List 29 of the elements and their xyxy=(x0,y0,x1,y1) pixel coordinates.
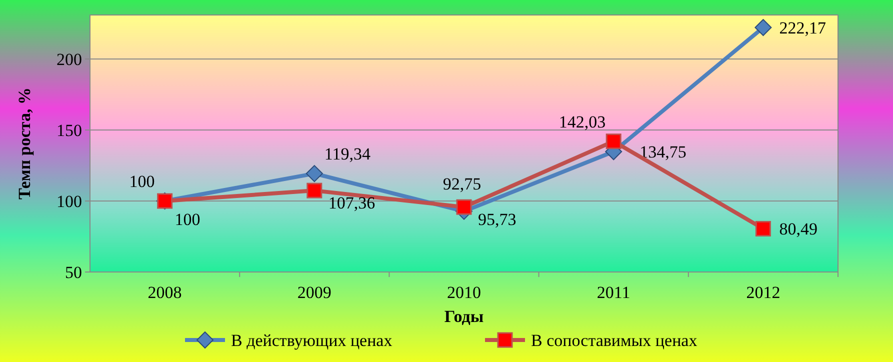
data-label: 100 xyxy=(129,172,155,192)
legend-label: В действующих ценах xyxy=(231,331,393,350)
data-label: 142,03 xyxy=(558,112,606,132)
y-tick-label: 200 xyxy=(56,50,82,70)
x-tick-label: 2011 xyxy=(596,283,630,302)
x-tick-label: 2009 xyxy=(297,283,332,302)
y-tick-label: 100 xyxy=(56,192,82,212)
x-axis-title: Годы xyxy=(444,307,484,326)
point xyxy=(306,165,323,182)
x-tick-label: 2010 xyxy=(447,283,481,302)
data-label: 134,75 xyxy=(640,142,686,162)
y-tick-label: 50 xyxy=(65,263,82,282)
point xyxy=(606,134,622,150)
data-label: 80,49 xyxy=(779,220,818,239)
y-axis-title: Темп роста, % xyxy=(15,88,34,200)
point xyxy=(754,19,772,36)
data-label: 95,73 xyxy=(478,210,516,230)
point xyxy=(755,220,771,236)
point xyxy=(306,182,322,198)
x-tick-label: 2012 xyxy=(746,283,780,302)
data-label: 119,34 xyxy=(324,144,372,164)
data-label: 222,17 xyxy=(779,18,826,38)
legend-label: В сопоставимых ценах xyxy=(531,331,698,350)
data-label: 100 xyxy=(174,210,200,230)
x-tick-label: 2008 xyxy=(148,283,182,302)
point xyxy=(456,199,472,215)
data-label: 92,75 xyxy=(442,174,482,194)
y-tick-label: 150 xyxy=(56,121,82,140)
data-label: 107,36 xyxy=(328,194,376,213)
